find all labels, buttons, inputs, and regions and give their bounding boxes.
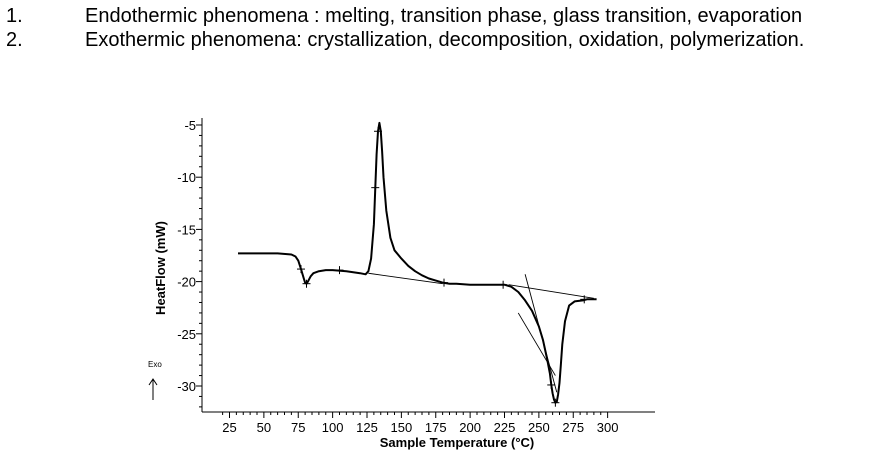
- list-item-text: Exothermic phenomena: crystallization, d…: [85, 29, 805, 51]
- x-tick-label: 75: [291, 420, 305, 435]
- cross-marker: [371, 183, 380, 192]
- x-tick-label: 100: [322, 420, 344, 435]
- exo-label: Exo: [148, 360, 162, 369]
- x-tick-label: 275: [562, 420, 584, 435]
- chart-tick-labels: 25 50 75 100 125 150 175 200 225 250 275 300 -5 -10 -1…: [177, 118, 618, 435]
- cross-marker: [551, 398, 560, 407]
- cross-marker: [440, 278, 448, 287]
- y-tick-label: -30: [177, 379, 196, 394]
- list-item-number: 2.: [6, 29, 23, 51]
- baseline-line: [508, 284, 594, 299]
- y-tick-label: -5: [184, 118, 196, 133]
- heatflow-curve: [238, 121, 597, 404]
- chart-axes: [196, 118, 655, 418]
- chart-markers: [297, 127, 589, 407]
- cross-marker: [580, 295, 589, 304]
- cross-marker: [335, 266, 344, 275]
- cross-marker: [302, 279, 311, 288]
- baseline-line: [368, 272, 443, 285]
- y-tick-label: -10: [177, 170, 196, 185]
- y-tick-label: -20: [177, 275, 196, 290]
- y-tick-label: -15: [177, 222, 196, 237]
- y-axis-title: HeatFlow (mW): [153, 221, 168, 315]
- cross-marker: [547, 380, 556, 389]
- x-tick-label: 175: [425, 420, 447, 435]
- x-tick-label: 150: [391, 420, 413, 435]
- cross-marker: [374, 127, 382, 136]
- x-tick-label: 200: [459, 420, 481, 435]
- x-tick-label: 300: [597, 420, 619, 435]
- x-tick-label: 50: [257, 420, 271, 435]
- list-item-text: Endothermic phenomena : melting, transit…: [85, 5, 803, 27]
- exo-arrow-icon: [148, 378, 158, 400]
- x-tick-label: 250: [528, 420, 550, 435]
- cross-marker: [297, 265, 305, 274]
- y-tick-label: -25: [177, 327, 196, 342]
- cross-marker: [499, 280, 508, 289]
- x-tick-label: 25: [222, 420, 236, 435]
- list-item-number: 1.: [6, 5, 23, 27]
- x-tick-label: 125: [356, 420, 378, 435]
- x-axis-title: Sample Temperature (°C): [380, 435, 535, 450]
- x-tick-label: 225: [494, 420, 516, 435]
